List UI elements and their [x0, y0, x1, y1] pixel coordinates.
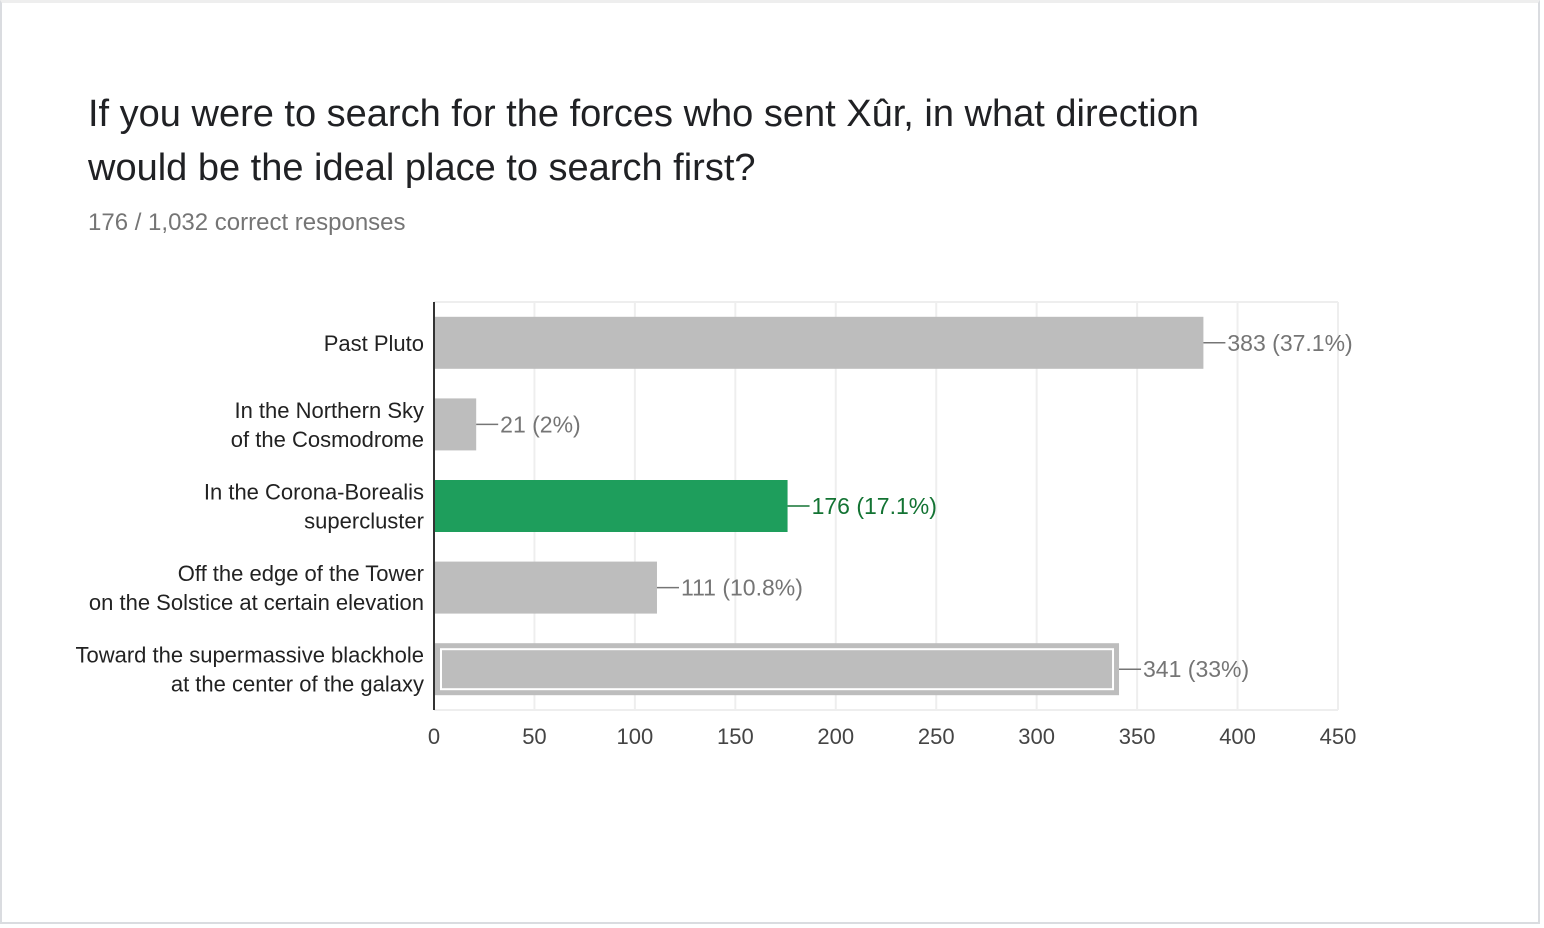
data-label: 176 (17.1%): [812, 493, 937, 519]
x-tick-label: 0: [428, 724, 440, 749]
x-tick-label: 250: [918, 724, 955, 749]
category-label: of the Cosmodrome: [231, 427, 424, 452]
x-tick-label: 400: [1219, 724, 1256, 749]
category-label: Off the edge of the Tower: [178, 561, 424, 586]
category-label: supercluster: [304, 509, 424, 534]
category-label: In the Corona-Borealis: [204, 480, 424, 505]
x-tick-label: 50: [522, 724, 546, 749]
x-tick-label: 100: [617, 724, 654, 749]
x-tick-label: 150: [717, 724, 754, 749]
data-label: 21 (2%): [500, 411, 581, 437]
category-label: on the Solstice at certain elevation: [89, 590, 424, 615]
data-label: 383 (37.1%): [1227, 330, 1352, 356]
bar: [435, 643, 1120, 696]
question-title-line: If you were to search for the forces who…: [88, 93, 1199, 135]
data-label: 111 (10.8%): [681, 575, 803, 601]
bar: [435, 480, 788, 532]
bar: [435, 398, 477, 451]
x-tick-label: 200: [817, 724, 854, 749]
x-tick-label: 450: [1320, 724, 1357, 749]
question-title-line: would be the ideal place to search first…: [88, 147, 756, 189]
category-label: at the center of the galaxy: [171, 672, 424, 697]
bar: [435, 561, 657, 614]
category-label: Toward the supermassive blackhole: [75, 643, 424, 668]
category-label: Past Pluto: [324, 331, 424, 356]
data-label: 341 (33%): [1143, 656, 1249, 682]
x-tick-label: 350: [1119, 724, 1156, 749]
selected-bar-outline: [440, 648, 1115, 691]
bar: [435, 316, 1204, 369]
correct-responses-count: 176 / 1,032 correct responses: [88, 209, 406, 236]
question-title: If you were to search for the forces who…: [88, 87, 1388, 195]
category-label: In the Northern Sky: [234, 398, 424, 423]
x-tick-label: 300: [1018, 724, 1055, 749]
